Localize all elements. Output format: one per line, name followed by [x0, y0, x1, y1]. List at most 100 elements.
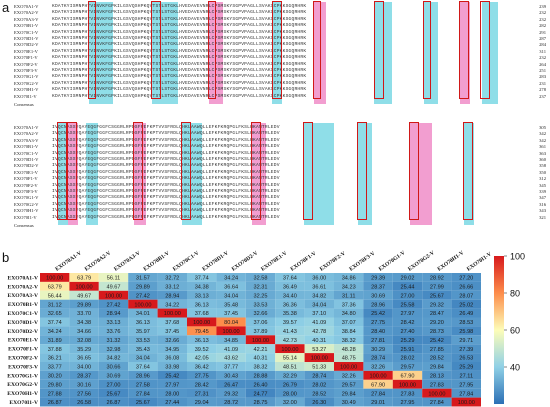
- cell-value-label: 63.79: [77, 276, 91, 282]
- row-label: EXO70A3-V: [8, 293, 38, 299]
- cell-value-label: 34.04: [224, 293, 238, 299]
- heatmap-cell: [275, 273, 305, 282]
- heatmap-cell: [275, 362, 305, 371]
- heatmap-cell: [187, 397, 217, 407]
- sequence-residues: IVQCNASSYQAYEQGFGGFCSGGRLRPDSFPEFKPTVVSF…: [52, 195, 280, 201]
- sequence-name: EXO70A3-V: [14, 16, 39, 22]
- heatmap-cell: [40, 344, 70, 354]
- heatmap-cell: [128, 362, 158, 371]
- cell-value-label: 26.30: [312, 400, 326, 406]
- heatmap-cell: [216, 388, 246, 398]
- cell-value-label: 31.57: [136, 276, 150, 282]
- heatmap-cell: [363, 362, 393, 371]
- sequence-residues: IVQCNASSYQAYEQGFGGFCSGGRLRPDSFPEFKPTVVSF…: [52, 125, 280, 130]
- heatmap-cell: [40, 317, 70, 327]
- sequence-end-position: 342: [539, 131, 546, 137]
- cell-value-label: 28.52: [312, 391, 326, 397]
- colorbar-tick-label: 60: [510, 326, 520, 336]
- heatmap-cell: [187, 353, 217, 362]
- cell-value-label: 34.04: [312, 302, 326, 308]
- heatmap-cell: [187, 308, 217, 318]
- heatmap-cell: [216, 326, 246, 336]
- cell-value-label: 33.13: [107, 320, 121, 326]
- alignment-row: EXO70F3-V IVQCNASSYQAYEQGFGGFCSGGRLRPDSFP…: [14, 187, 546, 196]
- cell-value-label: 41.09: [224, 347, 238, 353]
- heatmap-cell: [187, 281, 217, 291]
- cell-value-label: 30.29: [371, 347, 385, 353]
- cell-value-label: 26.79: [283, 382, 297, 388]
- cell-value-label: 100.00: [428, 391, 445, 397]
- heatmap-cell: [128, 308, 158, 318]
- cell-value-label: 36.36: [283, 302, 297, 308]
- cell-value-label: 27.56: [77, 391, 91, 397]
- cell-value-label: 28.73: [430, 329, 444, 335]
- cell-value-label: 33.77: [48, 365, 62, 371]
- heatmap-cell: [451, 397, 481, 407]
- sequence-end-position: 282: [539, 23, 546, 29]
- heatmap-cell: [128, 370, 158, 380]
- heatmap-cell: [304, 353, 334, 362]
- cell-value-label: 28.00: [165, 391, 179, 397]
- heatmap-cell: [98, 281, 129, 291]
- cell-value-label: 32.98: [107, 347, 121, 353]
- cell-value-label: 28.42: [195, 382, 209, 388]
- sequence-name: EXO70D1-V: [14, 36, 39, 41]
- cell-value-label: 34.24: [48, 329, 62, 335]
- heatmap-cell: [334, 326, 364, 336]
- sequence-name: EXO70G1-V: [14, 74, 39, 80]
- alignment-row: EXO70F1-V KDATKYISMNPHTVINVKFGPKILGSVQSHP…: [14, 53, 546, 62]
- sequence-name: EXO70F2-V: [14, 182, 38, 188]
- sequence-name: EXO70F2-V: [14, 61, 38, 67]
- sequence-end-position: 342: [539, 137, 546, 143]
- heatmap-cell: [392, 362, 423, 371]
- cell-value-label: 28.72: [224, 400, 238, 406]
- heatmap-cell: [128, 290, 158, 300]
- sequence-alignment: EXO70A1-V KDATKYISMNPHTVINVKFGPKILGSVQSHP…: [14, 1, 546, 240]
- cell-value-label: 26.66: [459, 284, 473, 290]
- heatmap-cell: [98, 290, 129, 300]
- consensus-label: Consensus: [14, 102, 34, 107]
- heatmap-cell: [451, 299, 481, 309]
- sequence-end-position: 237: [539, 93, 546, 99]
- cell-value-label: 29.02: [401, 276, 415, 282]
- heatmap-cell: [451, 317, 481, 327]
- sequence-end-position: 358: [539, 163, 546, 169]
- heatmap-cell: [187, 273, 217, 282]
- column-label: EXO70F1-V: [290, 251, 318, 273]
- heatmap-cell: [40, 290, 70, 300]
- cell-value-label: 30.49: [342, 400, 356, 406]
- cell-value-label: 27.85: [430, 347, 444, 353]
- cell-value-label: 40.31: [254, 356, 268, 362]
- heatmap-cell: [451, 335, 481, 345]
- alignment-row: EXO70D2-V KDATKYISMNPHTVINVKFGPKILGSVQSHP…: [14, 40, 546, 49]
- heatmap-cell: [128, 388, 158, 398]
- cell-value-label: 38.84: [342, 329, 356, 335]
- heatmap-cell: [216, 299, 246, 309]
- heatmap-cell: [128, 326, 158, 336]
- cell-value-label: 100.00: [458, 400, 475, 406]
- cell-value-label: 34.82: [312, 293, 326, 299]
- cell-value-label: 27.40: [401, 329, 415, 335]
- heatmap-cell: [275, 326, 305, 336]
- row-label: EXO70C1-V: [8, 311, 38, 317]
- heatmap-cell: [187, 290, 217, 300]
- cell-value-label: 100.00: [281, 347, 298, 353]
- heatmap-cell: [451, 370, 481, 380]
- cell-value-label: 39.57: [283, 320, 297, 326]
- motif-box: [463, 122, 473, 220]
- sequence-residues: IVQCNASSYQAYEQGFGGFCSGGRLRPDSFPEFKPTVVSF…: [52, 137, 280, 143]
- heatmap-cell: [216, 281, 246, 291]
- heatmap-cell: [304, 397, 334, 407]
- heatmap-cell: [157, 362, 187, 371]
- cell-value-label: 28.96: [371, 302, 385, 308]
- cell-value-label: 36.65: [77, 356, 91, 362]
- heatmap-cell: [451, 273, 481, 282]
- heatmap-cell: [157, 335, 187, 345]
- cell-value-label: 56.44: [48, 293, 62, 299]
- panel-label-b: b: [2, 250, 10, 265]
- conserved-column-highlight: [482, 2, 498, 105]
- heatmap-cell: [392, 388, 423, 398]
- sequence-residues: KDATKYISMNPHTVINVKFGPKILGSVQSHPKQVTSTLST…: [52, 42, 307, 48]
- row-label: EXO70A2-V: [8, 284, 38, 290]
- motif-box: [313, 1, 321, 99]
